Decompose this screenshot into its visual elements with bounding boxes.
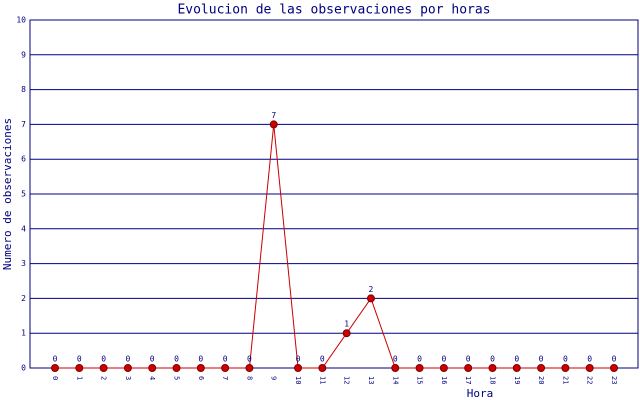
point	[439, 364, 448, 372]
data-label: 0	[125, 355, 130, 364]
x-tick-label: 14	[391, 376, 399, 384]
data-label: 7	[271, 111, 276, 120]
x-tick-label: 18	[488, 376, 496, 384]
x-tick-label: 15	[416, 376, 424, 384]
data-label: 0	[53, 355, 58, 364]
y-axis-label: Numero de observaciones	[1, 118, 14, 270]
point	[294, 364, 303, 372]
data-label: 0	[441, 355, 446, 364]
x-tick-label: 12	[343, 376, 351, 384]
data-label: 0	[514, 355, 519, 364]
data-label: 0	[101, 355, 106, 364]
point	[148, 364, 157, 372]
x-tick-label: 10	[294, 376, 302, 384]
point	[99, 364, 108, 372]
data-label: 0	[417, 355, 422, 364]
point	[366, 294, 375, 303]
chart-title: Evolucion de las observaciones por horas	[177, 3, 490, 18]
y-tick-label: 8	[21, 85, 26, 94]
data-label: 0	[320, 355, 325, 364]
data-label: 0	[563, 355, 568, 364]
point	[512, 364, 521, 372]
x-axis-label: Hora	[467, 387, 494, 400]
y-tick-label: 7	[21, 120, 26, 129]
data-label: 2	[369, 285, 374, 294]
y-tick-label: 9	[21, 50, 26, 59]
data-label: 0	[198, 355, 203, 364]
x-tick-label: 22	[586, 376, 594, 384]
data-label: 0	[466, 355, 471, 364]
point	[488, 364, 497, 372]
point	[172, 364, 181, 372]
data-label: 0	[490, 355, 495, 364]
data-label: 0	[587, 355, 592, 364]
y-tick-label: 5	[21, 190, 26, 199]
series-line	[55, 124, 614, 369]
point	[415, 364, 424, 372]
x-tick-label: 11	[318, 376, 326, 384]
point	[318, 364, 327, 372]
x-tick-label: 21	[561, 376, 569, 384]
y-tick-label: 3	[21, 259, 26, 268]
point	[561, 364, 570, 372]
y-tick-label: 6	[21, 155, 26, 164]
x-tick-label: 2	[100, 376, 108, 380]
point	[75, 364, 84, 372]
data-label: 0	[150, 355, 155, 364]
x-tick-label: 0	[51, 376, 59, 380]
data-label: 1	[344, 320, 349, 329]
point	[391, 364, 400, 372]
point	[245, 364, 254, 372]
data-label: 0	[296, 355, 301, 364]
y-tick-label: 4	[21, 224, 26, 233]
x-tick-label: 20	[537, 376, 545, 384]
x-tick-label: 19	[513, 376, 521, 384]
point	[269, 120, 278, 129]
data-label: 0	[174, 355, 179, 364]
data-label: 0	[539, 355, 544, 364]
x-tick-label: 7	[221, 376, 229, 380]
x-tick-label: 9	[270, 376, 278, 380]
point	[610, 364, 618, 372]
point	[342, 329, 351, 338]
point	[221, 364, 230, 372]
x-tick-label: 16	[440, 376, 448, 384]
y-tick-label: 0	[21, 364, 26, 373]
x-tick-label: 17	[464, 376, 472, 384]
point	[585, 364, 594, 372]
y-tick-label: 10	[16, 16, 26, 25]
x-tick-label: 4	[148, 376, 156, 380]
point	[464, 364, 473, 372]
x-tick-label: 8	[245, 376, 253, 380]
y-tick-label: 1	[21, 329, 26, 338]
data-label: 0	[77, 355, 82, 364]
point	[196, 364, 205, 372]
data-label: 0	[393, 355, 398, 364]
x-tick-label: 1	[75, 376, 83, 380]
data-label: 0	[612, 355, 617, 364]
y-tick-label: 2	[21, 294, 26, 303]
data-label: 0	[247, 355, 252, 364]
data-label: 0	[223, 355, 228, 364]
x-tick-label: 5	[173, 376, 181, 380]
x-tick-label: 23	[610, 376, 618, 384]
x-tick-label: 3	[124, 376, 132, 380]
x-tick-label: 13	[367, 376, 375, 384]
x-tick-label: 6	[197, 376, 205, 380]
point	[537, 364, 546, 372]
point	[51, 364, 59, 372]
point	[123, 364, 132, 372]
